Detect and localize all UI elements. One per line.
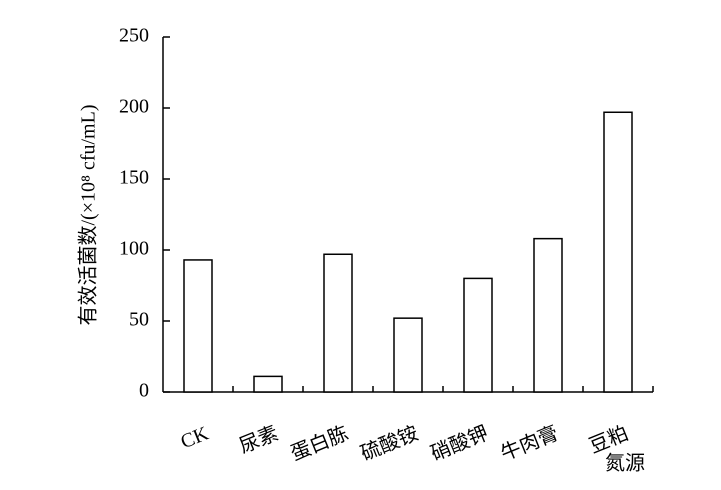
bar — [393, 317, 423, 393]
x-tick-label: 尿素 — [236, 422, 282, 458]
x-tick-label: 硫酸铵 — [357, 422, 421, 466]
bar — [183, 259, 213, 393]
y-tick-label: 150 — [119, 167, 149, 189]
y-tick-label: 50 — [129, 309, 149, 331]
x-tick-label: 硝酸钾 — [427, 422, 491, 466]
x-tick-label: 蛋白胨 — [287, 422, 351, 466]
y-tick-label: 250 — [119, 25, 149, 47]
bar — [603, 111, 633, 393]
bar — [253, 375, 283, 393]
bar — [533, 237, 563, 393]
y-tick-label: 0 — [139, 380, 149, 402]
bar — [463, 277, 493, 393]
y-tick-label: 100 — [119, 238, 149, 260]
x-tick-label: CK — [178, 422, 213, 453]
bar — [323, 253, 353, 393]
y-tick-label: 200 — [119, 96, 149, 118]
x-axis-label: 氮源 — [605, 452, 645, 475]
x-tick-label: 牛肉膏 — [497, 422, 561, 466]
y-axis-label: 有效活菌数/(×10⁸ cfu/mL) — [77, 105, 100, 326]
